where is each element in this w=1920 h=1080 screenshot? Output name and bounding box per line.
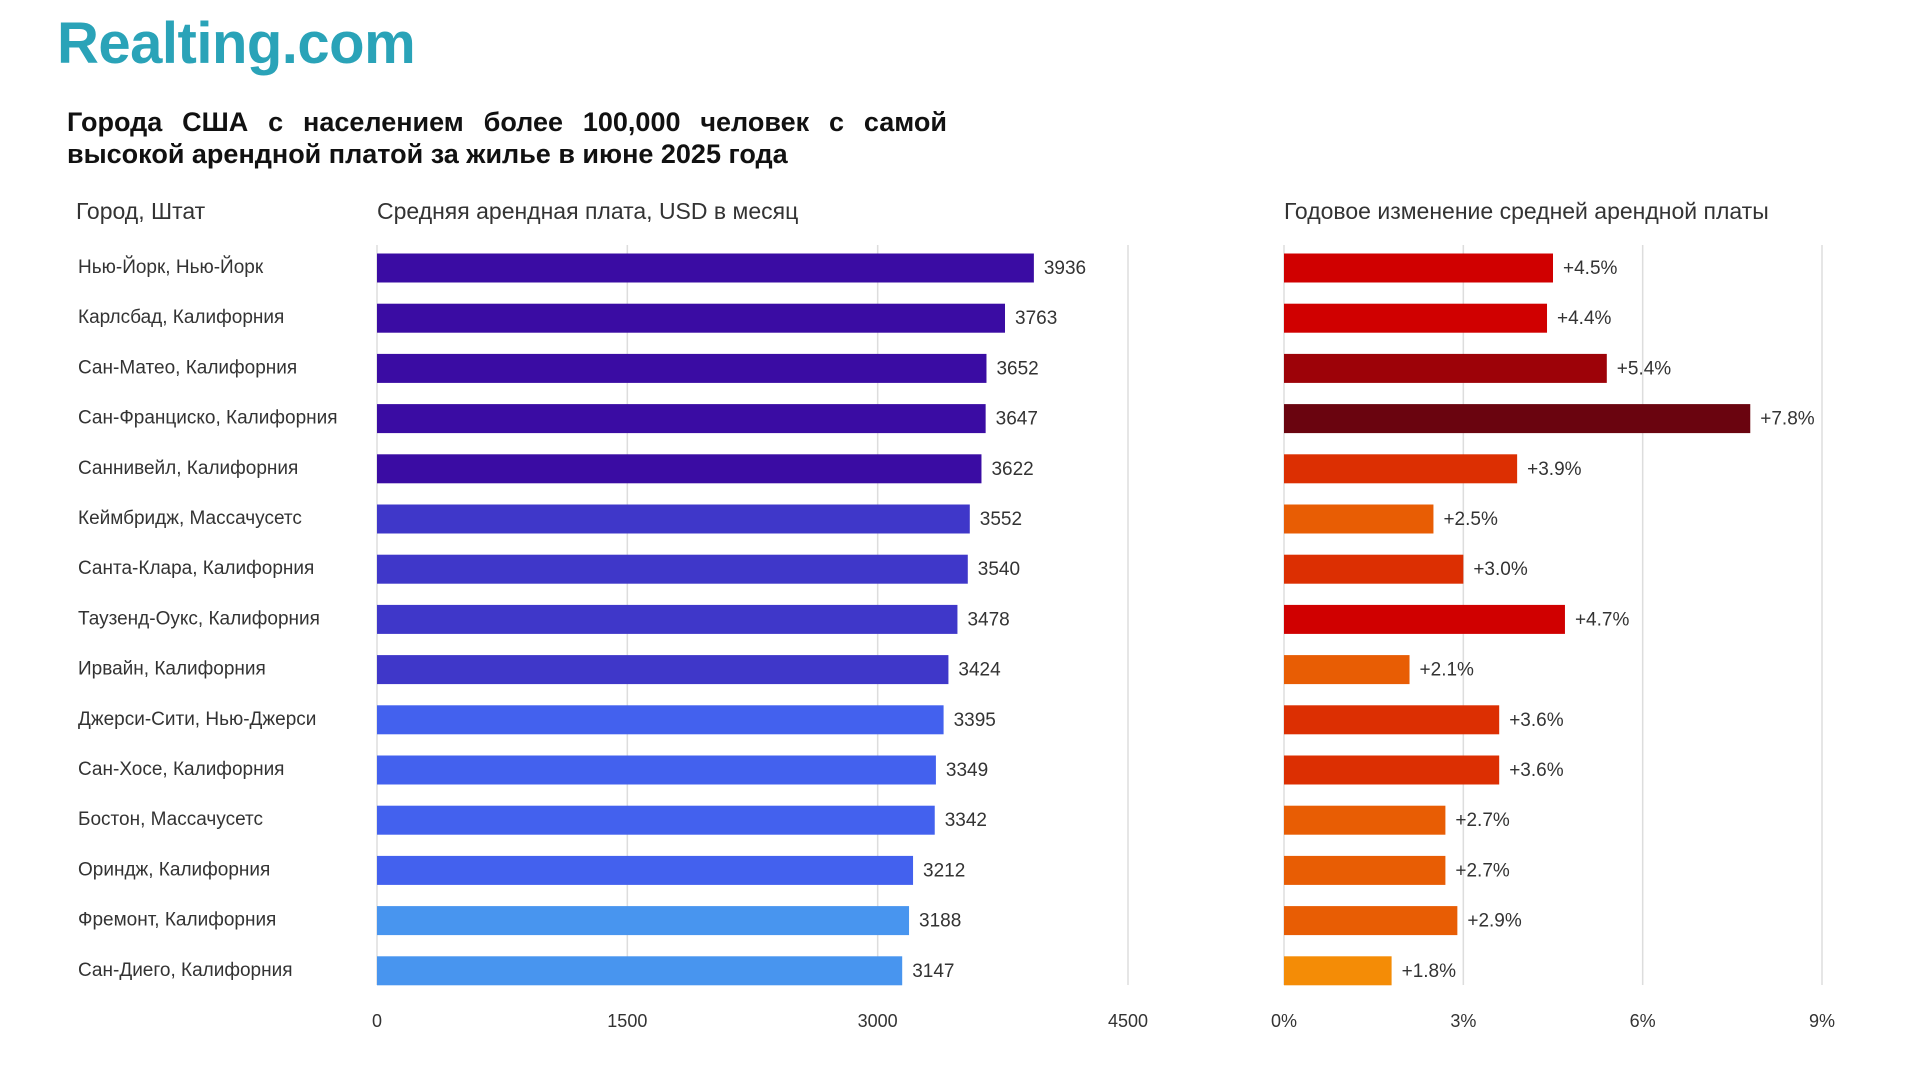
city-label: Ориндж, Калифорния — [78, 859, 270, 880]
rent-value-label: 3188 — [919, 911, 961, 932]
change-tick-label: 9% — [1809, 1011, 1835, 1031]
change-column-header: Годовое изменение средней арендной платы — [1284, 198, 1769, 224]
rent-value-label: 3540 — [978, 559, 1020, 580]
city-label: Кеймбридж, Массачусетс — [78, 508, 302, 529]
rent-tick-label: 4500 — [1108, 1011, 1148, 1031]
city-label: Фремонт, Калифорния — [78, 910, 276, 931]
change-value-label: +2.5% — [1443, 509, 1498, 530]
rent-value-label: 3147 — [912, 961, 954, 982]
rent-value-label: 3647 — [996, 409, 1038, 430]
rent-bar — [377, 755, 936, 785]
rent-value-label: 3552 — [980, 509, 1022, 530]
change-bar — [1284, 454, 1518, 484]
city-label: Таузенд-Оукс, Калифорния — [78, 608, 320, 629]
rent-bar — [377, 253, 1034, 283]
rent-value-label: 3936 — [1044, 258, 1086, 279]
change-value-label: +5.4% — [1617, 358, 1672, 379]
chart-title: Города США с населением более 100,000 че… — [67, 107, 947, 169]
change-value-label: +4.5% — [1563, 258, 1618, 279]
change-bar — [1284, 303, 1548, 333]
rent-bar — [377, 604, 958, 634]
rent-bar — [377, 956, 903, 986]
city-label: Джерси-Сити, Нью-Джерси — [78, 709, 316, 730]
city-label: Бостон, Массачусетс — [78, 809, 263, 830]
rent-value-label: 3342 — [945, 810, 987, 831]
city-label: Сан-Хосе, Калифорния — [78, 759, 284, 780]
city-column-header: Город, Штат — [76, 198, 206, 224]
rent-bar — [377, 855, 914, 885]
change-value-label: +3.6% — [1509, 710, 1564, 731]
change-bar — [1284, 906, 1458, 936]
rent-value-label: 3763 — [1015, 308, 1057, 329]
realting-logo[interactable]: Realting.com — [57, 11, 416, 76]
city-label: Карлсбад, Калифорния — [78, 307, 284, 328]
change-value-label: +2.7% — [1455, 860, 1510, 881]
change-value-label: +2.7% — [1455, 810, 1510, 831]
rent-bar — [377, 404, 986, 434]
rent-bar — [377, 554, 968, 584]
change-bar — [1284, 504, 1434, 534]
change-value-label: +1.8% — [1402, 961, 1457, 982]
rent-bar — [377, 805, 935, 835]
change-tick-label: 6% — [1630, 1011, 1656, 1031]
change-bar — [1284, 805, 1446, 835]
change-value-label: +2.1% — [1420, 660, 1475, 681]
rent-value-label: 3395 — [954, 710, 996, 731]
city-label: Сан-Диего, Калифорния — [78, 960, 293, 981]
change-value-label: +3.0% — [1473, 559, 1528, 580]
rent-tick-label: 1500 — [607, 1011, 647, 1031]
rent-bar — [377, 705, 944, 735]
rent-bar — [377, 353, 987, 383]
city-label: Санта-Клара, Калифорния — [78, 558, 314, 579]
rent-column-header: Средняя арендная плата, USD в месяц — [377, 198, 799, 224]
change-bar — [1284, 956, 1392, 986]
change-value-label: +4.4% — [1557, 308, 1612, 329]
change-bar — [1284, 554, 1464, 584]
rent-value-label: 3212 — [923, 860, 965, 881]
rent-tick-label: 3000 — [858, 1011, 898, 1031]
rent-value-label: 3622 — [991, 459, 1033, 480]
rent-value-label: 3478 — [967, 609, 1009, 630]
city-label: Саннивейл, Калифорния — [78, 458, 298, 479]
change-bar — [1284, 655, 1410, 685]
rent-value-label: 3652 — [996, 358, 1038, 379]
rent-tick-label: 0 — [372, 1011, 382, 1031]
city-label: Сан-Франциско, Калифорния — [78, 408, 338, 429]
change-bar — [1284, 253, 1553, 283]
change-value-label: +7.8% — [1760, 409, 1815, 430]
change-tick-label: 0% — [1271, 1011, 1297, 1031]
rent-bar — [377, 655, 949, 685]
change-bar — [1284, 755, 1500, 785]
city-label: Сан-Матео, Калифорния — [78, 357, 297, 378]
rent-value-label: 3349 — [946, 760, 988, 781]
change-value-label: +4.7% — [1575, 609, 1630, 630]
rent-value-label: 3424 — [958, 660, 1001, 681]
change-bar — [1284, 705, 1500, 735]
change-bar — [1284, 855, 1446, 885]
rent-bar — [377, 906, 910, 936]
city-label: Ирвайн, Калифорния — [78, 659, 266, 680]
change-bar — [1284, 604, 1565, 634]
change-bar — [1284, 404, 1751, 434]
rent-bar — [377, 303, 1006, 333]
rent-bar — [377, 454, 982, 484]
change-bar — [1284, 353, 1607, 383]
change-value-label: +2.9% — [1467, 911, 1522, 932]
change-value-label: +3.9% — [1527, 459, 1582, 480]
rent-bar — [377, 504, 970, 534]
city-label: Нью-Йорк, Нью-Йорк — [78, 256, 264, 278]
change-value-label: +3.6% — [1509, 760, 1564, 781]
change-tick-label: 3% — [1450, 1011, 1476, 1031]
